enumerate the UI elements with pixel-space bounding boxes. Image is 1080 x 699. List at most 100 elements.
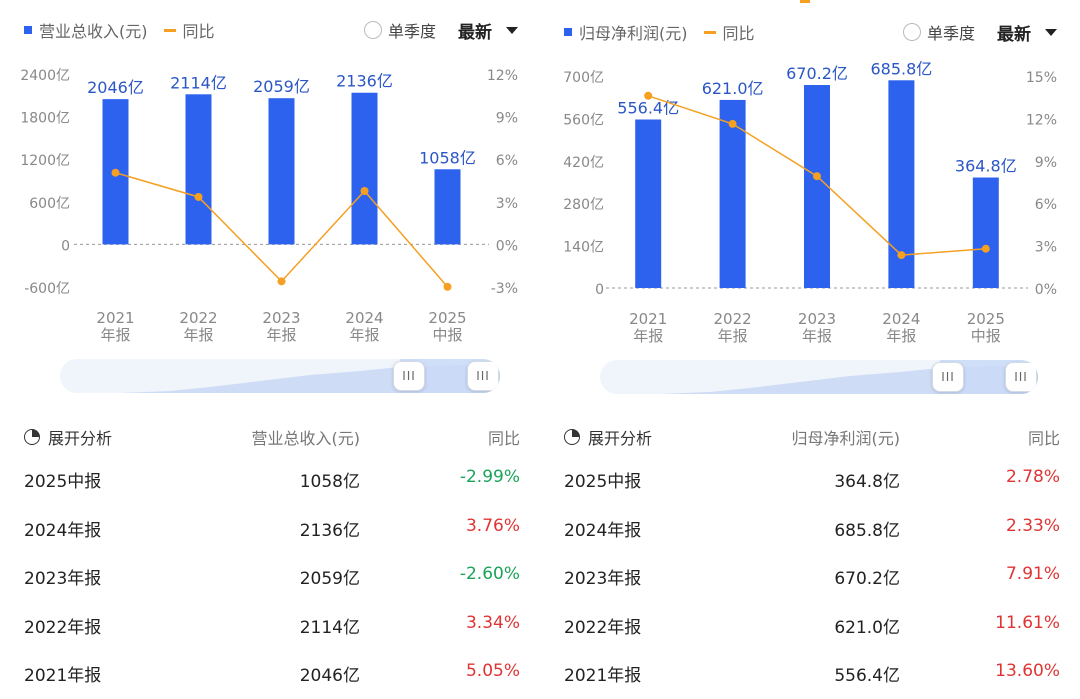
- category-year-label: 2022: [179, 309, 217, 327]
- period-select[interactable]: 最新: [997, 20, 1057, 45]
- row-value: 685.8亿: [834, 520, 900, 541]
- bar-value-label: 556.4亿: [617, 98, 679, 117]
- single-quarter-label: 单季度: [388, 22, 437, 41]
- right-axis-tick: 12%: [1026, 112, 1057, 128]
- yoy-point: [360, 187, 369, 196]
- right-axis-tick: 3%: [1035, 240, 1057, 256]
- left-axis-tick: 560亿: [563, 112, 604, 128]
- row-period: 2023年报: [24, 569, 102, 589]
- slider-preview: [600, 360, 1038, 394]
- category-year-label: 2022: [714, 310, 752, 328]
- category-year-label: 2025: [967, 310, 1005, 328]
- pie-chart-icon: [24, 429, 40, 445]
- left-axis-tick: 700亿: [563, 70, 604, 86]
- bar: [804, 85, 830, 288]
- table-row[interactable]: 2024年报 2136亿 3.76%: [0, 504, 540, 553]
- revenue-panel: 营业总收入(元) 同比 单季度 最新 2400亿 12% 1800亿 9% 1200亿 6…: [0, 18, 540, 698]
- row-value: 670.2亿: [834, 569, 900, 589]
- row-value: 2114亿: [299, 617, 360, 638]
- bar: [185, 94, 212, 245]
- radio-circle-icon: [903, 23, 921, 41]
- table-row[interactable]: 2022年报 2114亿 3.34%: [0, 601, 540, 650]
- bar-value-label: 2059亿: [253, 77, 310, 96]
- category-year-label: 2024: [882, 310, 920, 328]
- category-type-label: 年报: [886, 327, 916, 345]
- expand-analysis-label: 展开分析: [48, 429, 113, 448]
- yoy-point: [897, 251, 906, 260]
- category-year-label: 2024: [345, 309, 383, 327]
- right-axis-tick: 0%: [496, 238, 518, 254]
- net-profit-legend[interactable]: 归母净利润(元) 同比: [564, 20, 755, 44]
- expand-analysis-button[interactable]: 展开分析: [24, 425, 112, 449]
- bar-value-label: 621.0亿: [702, 79, 764, 98]
- row-value: 621.0亿: [834, 617, 900, 638]
- bar: [719, 99, 746, 288]
- yoy-point: [644, 91, 653, 100]
- single-quarter-toggle[interactable]: 单季度: [903, 20, 975, 44]
- expand-analysis-button[interactable]: 展开分析: [564, 425, 652, 449]
- table-row[interactable]: 2025中报 364.8亿 2.78%: [540, 455, 1080, 504]
- row-yoy: 13.60%: [995, 661, 1060, 681]
- net-profit-chart: 700亿 15% 560亿 12% 420亿 9% 280亿 6% 140亿 3% 0 0% 556.4…: [563, 59, 1057, 345]
- row-yoy: -2.99%: [459, 467, 520, 487]
- slider-left-handle[interactable]: III: [393, 361, 425, 391]
- net-profit-range-slider[interactable]: III III: [600, 360, 1038, 394]
- legend-line-label: 同比: [722, 24, 755, 43]
- slider-right-handle[interactable]: III: [467, 361, 499, 391]
- bar: [635, 119, 662, 288]
- table-row[interactable]: 2022年报 621.0亿 11.61%: [540, 601, 1080, 650]
- right-axis-tick: -3%: [491, 281, 518, 297]
- row-period: 2022年报: [24, 617, 102, 638]
- left-axis-tick: 1800亿: [20, 111, 70, 127]
- table-row[interactable]: 2023年报 2059亿 -2.60%: [0, 552, 540, 601]
- left-axis-tick: 0: [595, 282, 604, 298]
- period-select[interactable]: 最新: [458, 18, 518, 43]
- single-quarter-toggle[interactable]: 单季度: [364, 18, 436, 42]
- single-quarter-label: 单季度: [927, 24, 976, 43]
- left-axis-tick: 140亿: [563, 240, 604, 256]
- yoy-column-header: 同比: [487, 429, 520, 448]
- pie-chart-icon: [564, 429, 580, 445]
- table-body: 2025中报 364.8亿 2.78% 2024年报 685.8亿 2.33% 2023年报…: [540, 455, 1080, 698]
- row-yoy: -2.60%: [459, 564, 520, 584]
- net-profit-panel: 归母净利润(元) 同比 单季度 最新 700亿 15% 560亿 12% 420亿 9% 2…: [540, 0, 1080, 699]
- row-period: 2025中报: [24, 472, 102, 492]
- radio-circle-icon: [364, 21, 382, 39]
- table-row[interactable]: 2024年报 685.8亿 2.33%: [540, 504, 1080, 553]
- yoy-column-header: 同比: [1027, 429, 1060, 448]
- dropdown-triangle-icon: [1045, 29, 1057, 36]
- slider-right-handle[interactable]: III: [1005, 362, 1037, 392]
- revenue-legend[interactable]: 营业总收入(元) 同比: [24, 18, 215, 42]
- row-period: 2023年报: [564, 569, 642, 589]
- row-period: 2024年报: [564, 520, 642, 541]
- bar: [972, 177, 999, 288]
- table-row[interactable]: 2021年报 556.4亿 13.60%: [540, 649, 1080, 698]
- table-row[interactable]: 2025中报 1058亿 -2.99%: [0, 455, 540, 504]
- top-accent-mark: [800, 0, 810, 3]
- right-axis-tick: 6%: [496, 153, 518, 169]
- category-type-label: 年报: [349, 326, 379, 344]
- category-year-label: 2025: [428, 309, 466, 327]
- row-yoy: 2.78%: [1005, 467, 1060, 487]
- category-year-label: 2023: [798, 310, 836, 328]
- row-period: 2021年报: [24, 666, 102, 686]
- bar-value-label: 1058亿: [419, 148, 476, 167]
- metric-column-header: 归母净利润(元): [791, 429, 901, 448]
- slider-left-handle[interactable]: III: [932, 362, 964, 392]
- revenue-range-slider[interactable]: III III: [60, 359, 500, 393]
- row-period: 2022年报: [564, 617, 642, 638]
- bar: [351, 92, 378, 245]
- left-axis-tick: 280亿: [563, 197, 604, 213]
- table-row[interactable]: 2023年报 670.2亿 7.91%: [540, 552, 1080, 601]
- yoy-point: [728, 119, 737, 128]
- dropdown-triangle-icon: [506, 27, 518, 34]
- row-value: 2136亿: [299, 520, 360, 541]
- row-value: 364.8亿: [834, 472, 900, 492]
- row-value: 556.4亿: [834, 666, 900, 686]
- table-row[interactable]: 2021年报 2046亿 5.05%: [0, 649, 540, 698]
- left-axis-tick: 2400亿: [20, 68, 70, 84]
- bar: [268, 98, 295, 245]
- row-value: 2046亿: [299, 666, 360, 686]
- table-header: 展开分析 归母净利润(元) 同比: [540, 415, 1080, 455]
- metric-column-header: 营业总收入(元): [251, 429, 361, 448]
